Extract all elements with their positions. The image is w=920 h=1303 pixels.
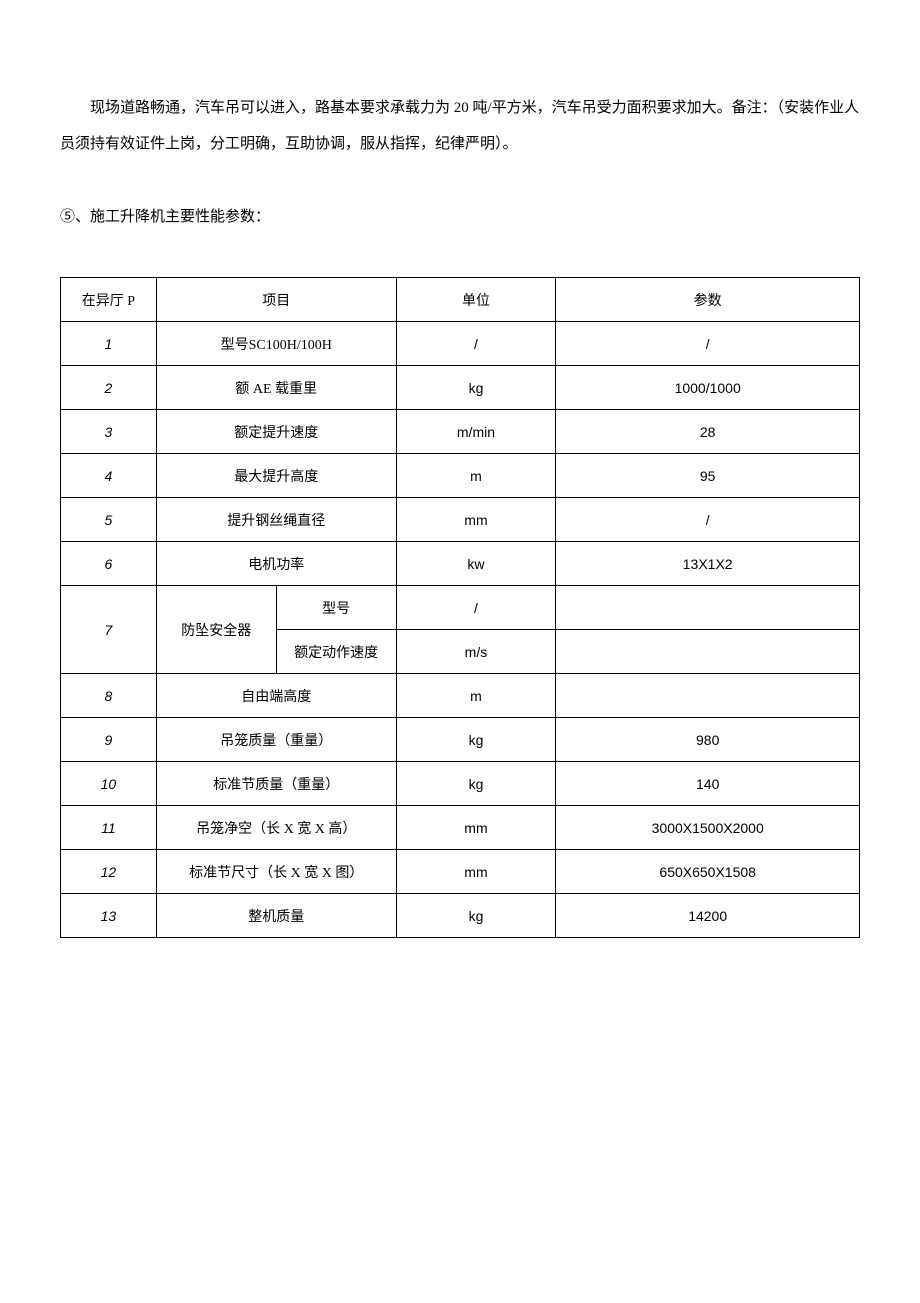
- cell-seq: 11: [61, 806, 157, 850]
- table-row: 6 电机功率 kw 13X1X2: [61, 542, 860, 586]
- cell-seq: 5: [61, 498, 157, 542]
- cell-item-a: 防坠安全器: [156, 586, 276, 674]
- table-row: 11 吊笼净空（长 X 宽 X 高） mm 3000X1500X2000: [61, 806, 860, 850]
- cell-seq: 6: [61, 542, 157, 586]
- cell-unit: mm: [396, 498, 556, 542]
- header-param: 参数: [556, 278, 860, 322]
- cell-unit: kg: [396, 366, 556, 410]
- header-item: 项目: [156, 278, 396, 322]
- cell-param: 140: [556, 762, 860, 806]
- cell-unit: kg: [396, 718, 556, 762]
- cell-param: 14200: [556, 894, 860, 938]
- section-title: ⑤、施工升降机主要性能参数：: [60, 202, 860, 232]
- table-row: 9 吊笼质量（重量） kg 980: [61, 718, 860, 762]
- cell-seq: 3: [61, 410, 157, 454]
- cell-seq: 9: [61, 718, 157, 762]
- cell-unit: m/min: [396, 410, 556, 454]
- cell-param: 1000/1000: [556, 366, 860, 410]
- table-row: 10 标准节质量（重量） kg 140: [61, 762, 860, 806]
- cell-param: /: [556, 322, 860, 366]
- table-row: 7 防坠安全器 型号 /: [61, 586, 860, 630]
- cell-item: 提升钢丝绳直径: [156, 498, 396, 542]
- cell-param: 13X1X2: [556, 542, 860, 586]
- cell-seq: 8: [61, 674, 157, 718]
- cell-unit: /: [396, 586, 556, 630]
- cell-param: [556, 630, 860, 674]
- cell-seq: 1: [61, 322, 157, 366]
- cell-item: 电机功率: [156, 542, 396, 586]
- cell-seq: 13: [61, 894, 157, 938]
- cell-item: 最大提升高度: [156, 454, 396, 498]
- table-row: 13 整机质量 kg 14200: [61, 894, 860, 938]
- cell-unit: m: [396, 674, 556, 718]
- table-row: 4 最大提升高度 m 95: [61, 454, 860, 498]
- header-unit: 单位: [396, 278, 556, 322]
- cell-seq: 10: [61, 762, 157, 806]
- cell-param: 28: [556, 410, 860, 454]
- cell-item-b: 型号: [276, 586, 396, 630]
- cell-param: /: [556, 498, 860, 542]
- cell-unit: m: [396, 454, 556, 498]
- cell-unit: m/s: [396, 630, 556, 674]
- cell-param: [556, 674, 860, 718]
- cell-item: 吊笼净空（长 X 宽 X 高）: [156, 806, 396, 850]
- cell-item: 型号SC100H/100H: [156, 322, 396, 366]
- cell-seq: 12: [61, 850, 157, 894]
- cell-item: 标准节质量（重量）: [156, 762, 396, 806]
- cell-seq: 2: [61, 366, 157, 410]
- cell-unit: mm: [396, 806, 556, 850]
- table-header-row: 在异厅 P 项目 单位 参数: [61, 278, 860, 322]
- table-row: 1 型号SC100H/100H / /: [61, 322, 860, 366]
- cell-item: 额定提升速度: [156, 410, 396, 454]
- table-row: 2 额 AE 载重里 kg 1000/1000: [61, 366, 860, 410]
- cell-unit: kg: [396, 762, 556, 806]
- cell-param: 3000X1500X2000: [556, 806, 860, 850]
- cell-unit: kw: [396, 542, 556, 586]
- table-row: 8 自由端高度 m: [61, 674, 860, 718]
- cell-param: 95: [556, 454, 860, 498]
- cell-unit: /: [396, 322, 556, 366]
- intro-paragraph: 现场道路畅通，汽车吊可以进入，路基本要求承载力为 20 吨/平方米，汽车吊受力面…: [60, 90, 860, 162]
- cell-item: 标准节尺寸（长 X 宽 X 图）: [156, 850, 396, 894]
- table-row: 3 额定提升速度 m/min 28: [61, 410, 860, 454]
- cell-param: 650X650X1508: [556, 850, 860, 894]
- cell-item: 吊笼质量（重量）: [156, 718, 396, 762]
- cell-item: 整机质量: [156, 894, 396, 938]
- cell-unit: mm: [396, 850, 556, 894]
- cell-seq: 7: [61, 586, 157, 674]
- spec-table: 在异厅 P 项目 单位 参数 1 型号SC100H/100H / / 2 额 A…: [60, 277, 860, 938]
- cell-item-b: 额定动作速度: [276, 630, 396, 674]
- cell-param: [556, 586, 860, 630]
- cell-param: 980: [556, 718, 860, 762]
- header-seq: 在异厅 P: [61, 278, 157, 322]
- cell-item: 自由端高度: [156, 674, 396, 718]
- cell-item: 额 AE 载重里: [156, 366, 396, 410]
- cell-unit: kg: [396, 894, 556, 938]
- table-row: 5 提升钢丝绳直径 mm /: [61, 498, 860, 542]
- cell-seq: 4: [61, 454, 157, 498]
- table-row: 12 标准节尺寸（长 X 宽 X 图） mm 650X650X1508: [61, 850, 860, 894]
